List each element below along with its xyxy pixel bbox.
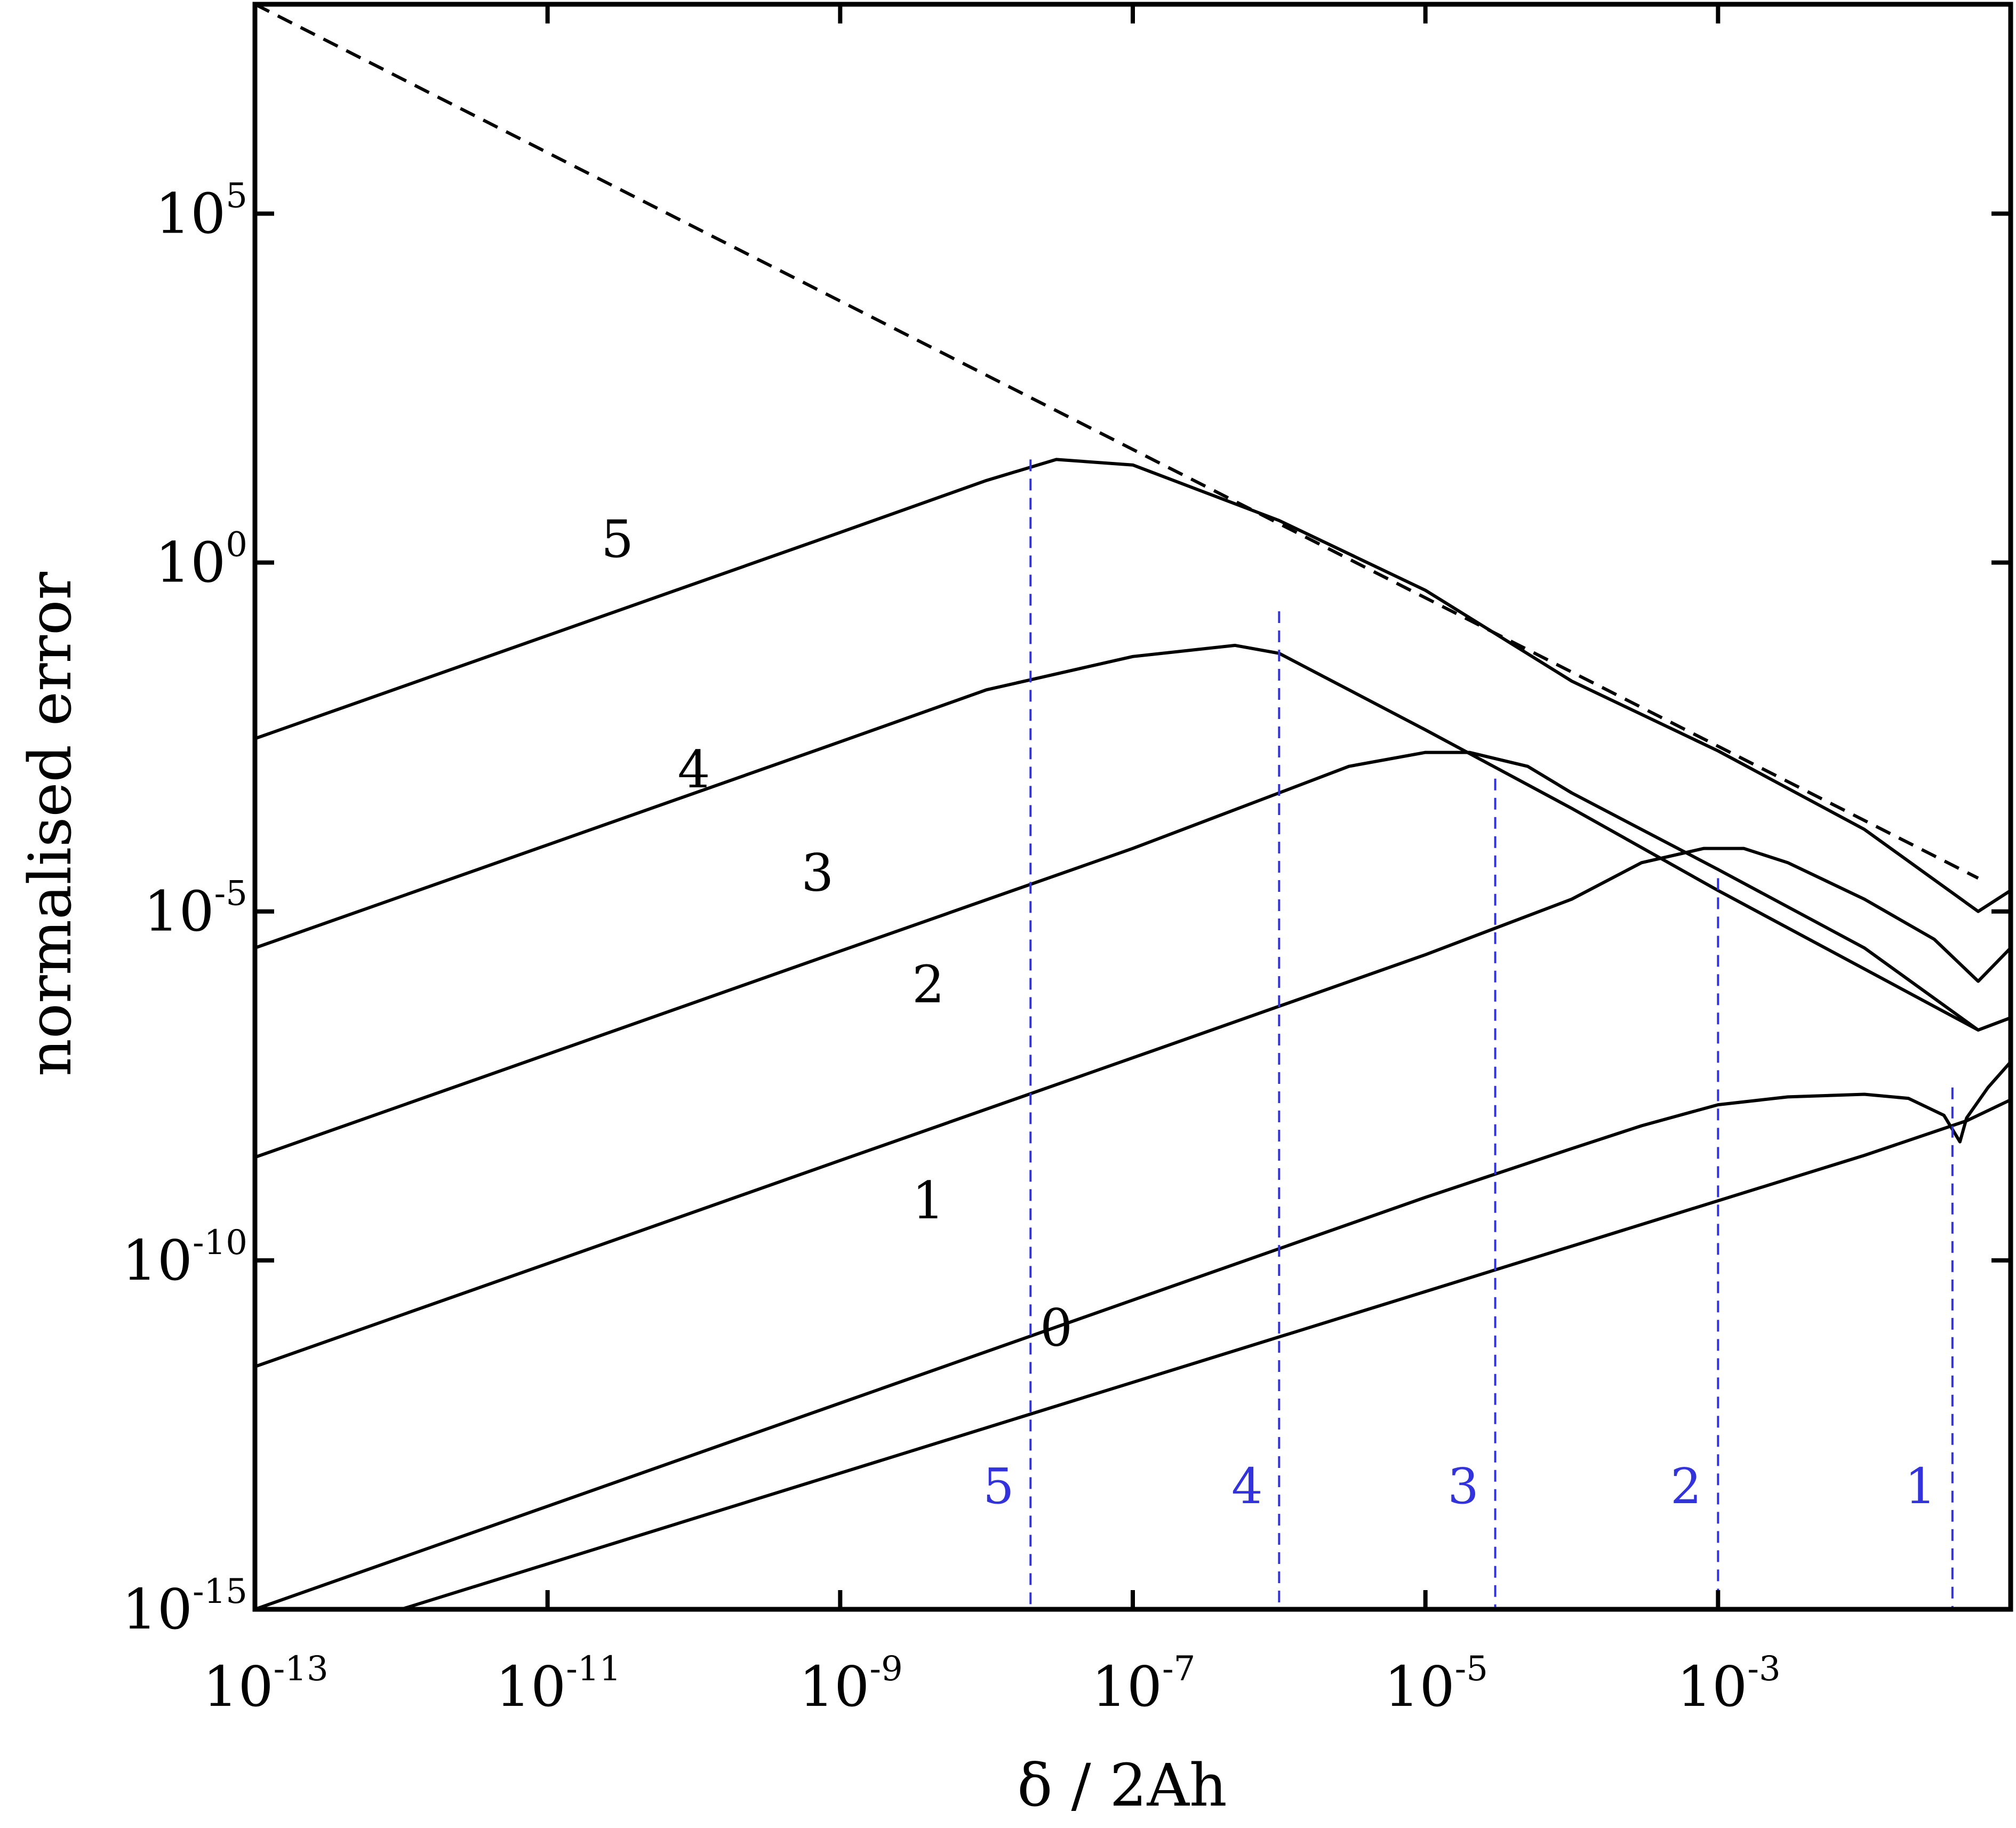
optimal-marker-label-3: 3: [1447, 1458, 1479, 1515]
curve-label-4: 4: [677, 740, 710, 800]
curve-label-2: 2: [912, 955, 945, 1015]
error-curve-0: [401, 1098, 2011, 1609]
y-axis-title: normalised error: [16, 572, 84, 1076]
y-tick-label: 10-10: [122, 1223, 247, 1293]
curve-label-1: 1: [912, 1171, 945, 1231]
x-tick-label: 10-9: [799, 1649, 903, 1719]
curve-label-0: 0: [1040, 1298, 1073, 1358]
x-tick-label: 10-5: [1384, 1649, 1488, 1719]
optimal-marker-label-5: 5: [983, 1458, 1014, 1515]
x-axis-title: δ / 2Ah: [1017, 1751, 1227, 1819]
optimal-marker-label-4: 4: [1231, 1458, 1263, 1515]
error-curve-3: [255, 751, 2011, 1159]
y-tick-label: 10-15: [122, 1572, 247, 1642]
error-curve-5: [255, 458, 2011, 913]
x-tick-label: 10-7: [1092, 1649, 1196, 1719]
optimal-marker-layer: 5 4 3 2 1: [983, 459, 1954, 1609]
y-tick-label: 105: [155, 176, 247, 246]
x-tick-label: 10-13: [203, 1649, 328, 1719]
y-tick-label: 10-5: [143, 874, 247, 944]
reference-dashed-line: [255, 4, 1979, 880]
error-curve-1: [255, 1060, 2011, 1609]
error-curve-4: [255, 643, 2011, 1032]
optimal-marker-label-1: 1: [1905, 1458, 1937, 1515]
ticks-layer: 10-13 10-11 10-9 10-7 10-5 10-310510010-510-1…: [122, 4, 2011, 1719]
plot-frame: [252, 2, 2013, 1612]
series-layer: [255, 4, 2011, 1609]
curve-label-3: 3: [801, 843, 834, 903]
x-tick-label: 10-11: [495, 1649, 621, 1719]
error-curve-2: [255, 847, 2011, 1368]
y-tick-label: 100: [155, 525, 247, 595]
curve-label-5: 5: [601, 509, 634, 569]
x-tick-label: 10-3: [1677, 1649, 1781, 1719]
optimal-marker-label-2: 2: [1670, 1458, 1702, 1515]
